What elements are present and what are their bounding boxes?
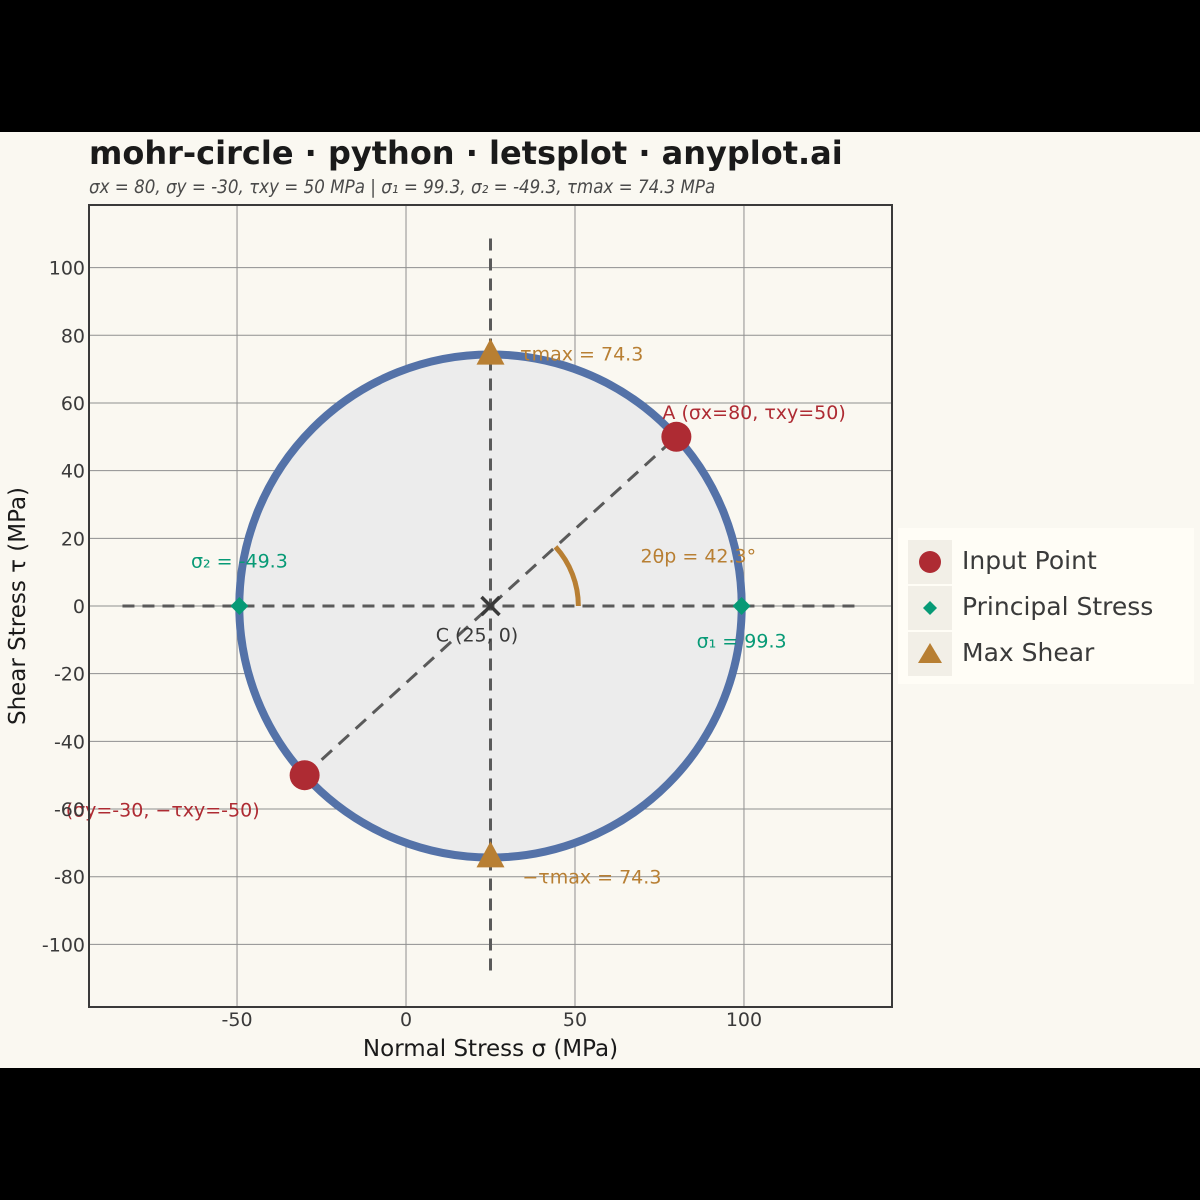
angle-label: 2θp = 42.3° <box>641 546 757 568</box>
point-label: A (σx=80, τxy=50) <box>662 402 845 424</box>
legend-key-principal-stress <box>908 586 952 630</box>
legend-label: Principal Stress <box>962 592 1154 621</box>
max-shear-marker <box>476 338 505 365</box>
point-label: σ₁ = 99.3 <box>697 631 787 653</box>
legend: Input Point Principal Stress Max Shear <box>898 528 1194 684</box>
red-circle-icon <box>919 551 941 573</box>
legend-item-input-point: Input Point <box>908 540 1188 584</box>
x-tick-label: -50 <box>222 1009 253 1031</box>
x-axis-title: Normal Stress σ (MPa) <box>363 1036 618 1062</box>
orange-triangle-icon <box>918 643 942 663</box>
center-label: C (25, 0) <box>436 625 518 647</box>
diameter-line <box>303 435 678 777</box>
y-tick-label: 60 <box>61 393 85 415</box>
legend-key-input-point <box>908 540 952 584</box>
y-tick-label: -60 <box>54 799 85 821</box>
center-marker <box>480 595 501 617</box>
y-tick-label: -20 <box>54 664 85 686</box>
angle-arc <box>553 545 581 607</box>
input-point-marker <box>289 760 320 791</box>
legend-label: Input Point <box>962 546 1097 575</box>
point-label: (σy=-30, −τxy=-50) <box>66 800 260 822</box>
chart-subtitle: σx = 80, σy = -30, τxy = 50 MPa | σ₁ = 9… <box>89 176 716 198</box>
max-shear-marker <box>476 841 505 868</box>
legend-item-principal-stress: Principal Stress <box>908 586 1188 630</box>
y-tick-label: 20 <box>61 528 85 550</box>
y-tick-label: -40 <box>54 731 85 753</box>
y-tick-label: 40 <box>61 461 85 483</box>
legend-label: Max Shear <box>962 638 1095 667</box>
plot-frame <box>88 204 893 1008</box>
green-diamond-icon <box>923 601 937 615</box>
principal-stress-marker <box>230 597 249 615</box>
point-label: −τmax = 74.3 <box>522 867 661 889</box>
y-tick-label: 80 <box>61 325 85 347</box>
x-tick-label: 100 <box>726 1009 762 1031</box>
x-tick-label: 50 <box>563 1009 587 1031</box>
x-tick-label: 0 <box>400 1009 412 1031</box>
point-label: σ₂ = -49.3 <box>191 550 288 572</box>
y-tick-label: 0 <box>73 596 85 618</box>
y-tick-label: -80 <box>54 867 85 889</box>
input-point-marker <box>661 421 692 452</box>
y-tick-label: -100 <box>42 934 85 956</box>
legend-key-max-shear <box>908 632 952 676</box>
y-tick-label: 100 <box>49 258 85 280</box>
chart-title: mohr-circle · python · letsplot · anyplo… <box>89 134 843 172</box>
y-axis-title: Shear Stress τ (MPa) <box>5 487 31 725</box>
principal-stress-marker <box>732 597 751 615</box>
legend-item-max-shear: Max Shear <box>908 632 1188 676</box>
point-label: τmax = 74.3 <box>520 344 643 366</box>
